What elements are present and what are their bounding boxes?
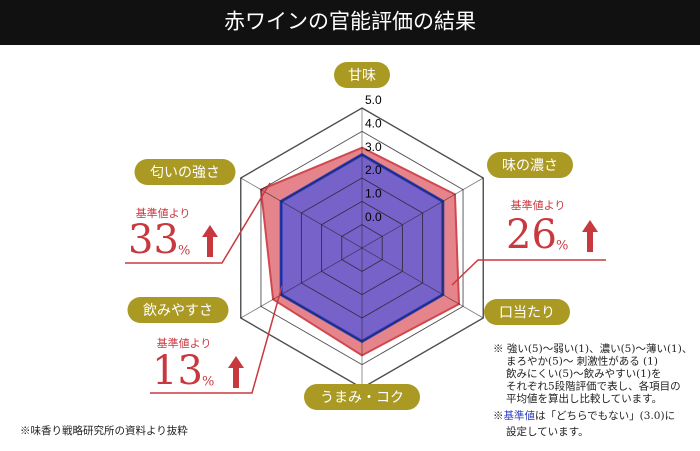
- spoke: [361, 247, 484, 319]
- category-pill: [487, 152, 573, 178]
- category-label: 飲みやすさ: [143, 303, 213, 319]
- callout-unit: %: [556, 239, 568, 254]
- category-label: 口当たり: [499, 305, 555, 321]
- category-pill: [304, 384, 420, 410]
- r-tick-label: 2.0: [365, 163, 382, 177]
- callout-unit: %: [202, 375, 214, 390]
- r-tick-label: 4.0: [365, 117, 382, 131]
- source: ※味香り戦略研究所の資料より抜粋: [20, 424, 188, 437]
- category-pill: [134, 159, 236, 185]
- category-label: 匂いの強さ: [150, 165, 220, 181]
- callout-line: [150, 285, 283, 394]
- callout-label: 基準値より: [157, 336, 212, 350]
- note-line: ※ 強い(5)～弱い(1)、濃い(5)～薄い(1)、: [493, 342, 692, 355]
- callout-unit: %: [178, 244, 190, 259]
- callout-value: 26: [506, 212, 557, 258]
- up-arrow: [228, 356, 244, 388]
- category-label: 甘味: [348, 68, 376, 84]
- category-pill: [334, 62, 390, 88]
- title-bar: [0, 0, 700, 45]
- note-part: は「どちらでもない」(3.0)に: [535, 410, 675, 422]
- note-2: ※基準値は「どちらでもない」(3.0)に: [493, 409, 675, 422]
- note-line: 設定しています。: [506, 425, 589, 438]
- category-pill: [127, 297, 229, 323]
- up-arrow: [582, 220, 598, 252]
- category-label: うまみ・コク: [320, 390, 404, 406]
- category-label: 味の濃さ: [502, 158, 558, 174]
- note-part: 基準値: [504, 409, 536, 422]
- callout-line: [125, 182, 271, 264]
- chart-title: 赤ワインの官能評価の結果: [224, 10, 476, 34]
- note-line: まろやか(5)～ 刺激性がある (1): [506, 355, 658, 368]
- r-tick-label: 3.0: [365, 140, 382, 154]
- callout-label: 基準値より: [136, 206, 191, 220]
- callout-label: 基準値より: [511, 198, 566, 212]
- spoke: [361, 177, 484, 249]
- callout-value: 33: [128, 217, 179, 263]
- spoke: [240, 247, 363, 319]
- r-tick-label: 1.0: [365, 187, 382, 201]
- note-line: 飲みにくい(5)～飲みやすい(1)を: [506, 367, 662, 380]
- r-tick-label: 5.0: [365, 93, 382, 107]
- up-arrow: [202, 225, 218, 257]
- callout-line: [451, 259, 606, 286]
- note-line: それぞれ5段階評価で表し、各項目の: [506, 380, 681, 393]
- callout-value: 13: [152, 348, 203, 394]
- r-tick-label: 0.0: [365, 210, 382, 224]
- note-part: ※: [493, 410, 504, 422]
- note-line: 平均値を算出し比較しています。: [506, 392, 662, 405]
- spoke: [240, 177, 363, 249]
- category-pill: [484, 299, 570, 325]
